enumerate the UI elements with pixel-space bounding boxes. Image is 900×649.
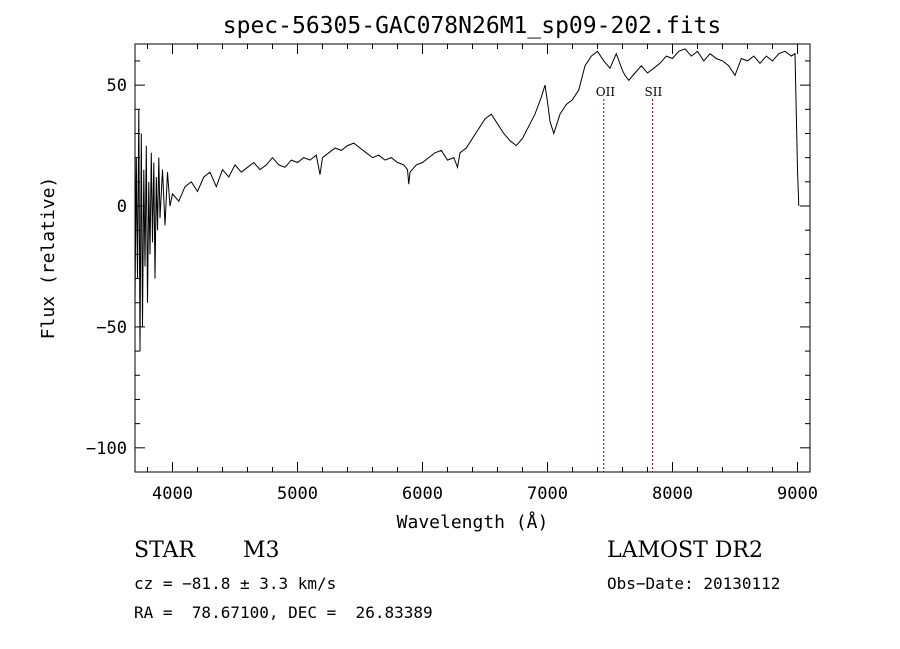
x-tick-label: 7000 [527, 484, 568, 504]
emission-line-markers: OII SII [596, 85, 663, 472]
chart-title: spec-56305-GAC078N26M1_sp09-202.fits [223, 13, 722, 39]
x-tick-label: 9000 [777, 484, 818, 504]
y-axis-label: Flux (relative) [38, 177, 59, 340]
x-tick-label: 4000 [152, 484, 193, 504]
axis-ticks: 4000 5000 6000 7000 8000 9000 −100 −50 0 50 [86, 44, 818, 504]
y-tick-label: 50 [107, 76, 127, 96]
obs-date: Obs−Date: 20130112 [607, 574, 781, 593]
x-tick-label: 8000 [652, 484, 693, 504]
x-tick-label: 6000 [402, 484, 443, 504]
star-subclass: M3 [243, 538, 280, 563]
emission-line-label: SII [645, 85, 663, 99]
cz-value: cz = −81.8 ± 3.3 km/s [134, 574, 337, 593]
y-tick-label: 0 [117, 197, 127, 217]
star-class: STAR [134, 538, 195, 563]
spectrum-line-0 [134, 48, 800, 352]
y-tick-label: −50 [96, 318, 127, 338]
plot-area [134, 48, 800, 352]
survey-name: LAMOST DR2 [607, 538, 763, 563]
plot-frame [134, 43, 811, 473]
y-tick-label: −100 [86, 439, 127, 459]
emission-line-label: OII [596, 85, 616, 99]
x-axis-label: Wavelength (Å) [397, 511, 549, 533]
coordinates: RA = 78.67100, DEC = 26.83389 [134, 603, 433, 622]
x-tick-label: 5000 [277, 484, 318, 504]
